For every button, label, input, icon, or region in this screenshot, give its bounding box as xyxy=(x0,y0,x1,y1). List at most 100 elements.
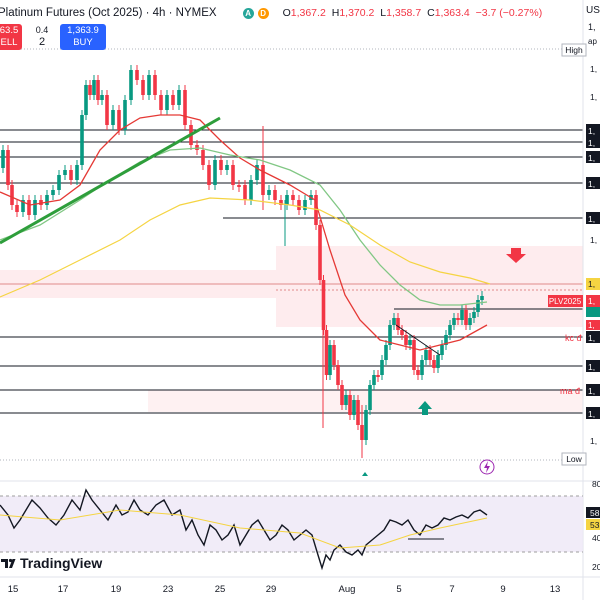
candle-body xyxy=(416,370,420,375)
candle-body xyxy=(88,85,92,95)
candle-body xyxy=(10,185,14,205)
candle-body xyxy=(100,95,104,100)
candle-body xyxy=(45,195,49,205)
rsi-tag-2-label: 53 xyxy=(590,520,600,530)
candle-body xyxy=(291,195,295,200)
low-label: Low xyxy=(566,454,582,464)
candle-body xyxy=(356,400,360,425)
candle-body xyxy=(279,200,283,205)
candle-body xyxy=(129,70,133,100)
candle-body xyxy=(476,300,480,312)
level-tag xyxy=(586,124,600,136)
level-tag-label: 1, xyxy=(588,126,595,136)
candle-body xyxy=(6,150,10,185)
sell-button[interactable]: 63.5 ELL xyxy=(0,24,22,50)
buy-button[interactable]: 1,363.9 BUY xyxy=(60,24,106,50)
trend-line xyxy=(0,116,221,245)
rsi-axis-40: 40 xyxy=(592,533,600,543)
candle-body xyxy=(436,355,440,368)
demand-zone xyxy=(148,390,583,412)
candle-body xyxy=(412,340,416,370)
high-tag xyxy=(561,43,587,57)
candle-body xyxy=(153,75,157,95)
candle-body xyxy=(219,160,223,170)
candle-body xyxy=(352,400,356,415)
candle-body xyxy=(318,225,322,280)
rsi-ma-line xyxy=(0,509,488,549)
candle-body xyxy=(255,165,259,180)
candle-body xyxy=(69,170,73,180)
indicator-d-icon[interactable]: D xyxy=(257,7,269,19)
x-tick-label: 23 xyxy=(163,584,174,595)
candle-body xyxy=(428,350,432,360)
candle-body xyxy=(213,160,217,185)
chart-header: Platinum Futures (Oct 2025) · 4h · NYMEX… xyxy=(0,4,542,22)
rsi-tag-1 xyxy=(586,507,600,518)
candle-body xyxy=(392,318,396,325)
level-tag xyxy=(586,360,600,372)
candle-body xyxy=(105,95,109,125)
axis-symbol-label: US xyxy=(586,5,600,16)
candle-body xyxy=(27,200,31,215)
rsi-band xyxy=(0,496,583,552)
candle-body xyxy=(141,80,145,95)
level-tag-label: 1, xyxy=(588,179,595,189)
candle-body xyxy=(460,310,464,320)
level-tag-label: 1, xyxy=(588,409,595,419)
ma-long-tag xyxy=(586,278,600,290)
candle-body xyxy=(314,195,318,225)
candle-body xyxy=(344,395,348,405)
candle-body xyxy=(285,195,289,205)
level-tag xyxy=(586,151,600,163)
tradingview-logo-icon xyxy=(1,558,16,568)
level-tag-label: 1, xyxy=(588,153,595,163)
ma-fast-line xyxy=(0,114,488,351)
level-tag xyxy=(586,212,600,224)
rsi-tag-1-label: 58 xyxy=(590,508,600,518)
candle-body xyxy=(225,165,229,170)
indicator-a-icon[interactable]: A xyxy=(242,7,254,19)
ma-slow-tag xyxy=(586,307,600,317)
rsi-tag-2 xyxy=(586,519,600,530)
low-tag xyxy=(561,452,587,466)
symbol-title[interactable]: Platinum Futures (Oct 2025) · 4h · NYMEX xyxy=(0,7,217,19)
x-tick-label: 29 xyxy=(266,584,277,595)
symbol-tag-label: PLV2025 xyxy=(549,297,582,306)
spread-display: 0.4 2 xyxy=(35,25,49,48)
sell-arrow-icon xyxy=(506,248,526,263)
candle-body xyxy=(39,200,43,205)
kc-annotation: kc đ xyxy=(565,333,582,343)
candle-body xyxy=(328,345,332,375)
candle-body xyxy=(472,312,476,318)
level-tag-label: 1, xyxy=(588,333,595,343)
ma-long-line xyxy=(0,197,491,298)
candle-body xyxy=(348,395,352,415)
candle-body xyxy=(324,330,329,375)
candle-body xyxy=(400,330,404,335)
alert-icon xyxy=(479,459,495,475)
candle-body xyxy=(92,80,96,95)
level-tag xyxy=(586,384,600,396)
candle-body xyxy=(368,385,372,410)
price-tag xyxy=(586,295,600,307)
ma-long-tag-label: 1, xyxy=(588,279,595,289)
candle-body xyxy=(117,110,121,130)
x-tick-label: 13 xyxy=(550,584,561,595)
price-tag-label: 1, xyxy=(588,296,595,306)
x-tick-label: 5 xyxy=(396,584,401,595)
candle-body xyxy=(408,340,412,345)
candle-body xyxy=(165,95,169,110)
x-tick-label: 15 xyxy=(8,584,19,595)
tradingview-logo[interactable]: TradingView xyxy=(0,555,102,571)
x-tick-label: 19 xyxy=(111,584,122,595)
symbol-tag xyxy=(548,295,583,307)
level-tag xyxy=(586,177,600,189)
candle-body xyxy=(243,185,247,200)
candle-body xyxy=(452,318,456,325)
ma-fast-tag xyxy=(586,320,600,330)
level-tag-label: 1, xyxy=(588,138,595,148)
level-tag xyxy=(586,136,600,148)
candle-body xyxy=(448,325,452,335)
